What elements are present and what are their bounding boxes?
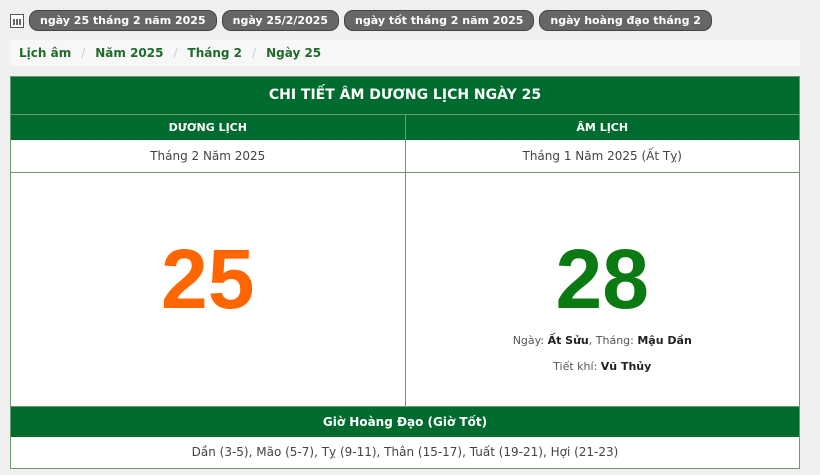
solar-day: 25: [161, 232, 255, 326]
breadcrumb: Lịch âm / Năm 2025/ Tháng 2/ Ngày 25: [10, 40, 800, 66]
solar-month: Tháng 2 Năm 2025: [150, 149, 266, 163]
lunar-day: 28: [555, 232, 649, 326]
breadcrumb-item[interactable]: Tháng 2: [187, 46, 243, 60]
tag-link[interactable]: ngày hoàng đạo tháng 2: [539, 10, 712, 31]
calendar-icon: [10, 13, 24, 28]
solar-header: DƯƠNG LỊCH: [168, 121, 247, 134]
tag-link[interactable]: ngày 25/2/2025: [221, 10, 340, 31]
table-title: CHI TIẾT ÂM DƯƠNG LỊCH NGÀY 25: [11, 77, 799, 114]
breadcrumb-item[interactable]: Ngày 25: [266, 46, 322, 60]
breadcrumb-item[interactable]: Lịch âm: [19, 46, 72, 60]
calendar-detail-table: CHI TIẾT ÂM DƯƠNG LỊCH NGÀY 25 DƯƠNG LỊC…: [10, 76, 800, 469]
lunar-month: Tháng 1 Năm 2025 (Ất Tỵ): [404, 140, 800, 172]
gio-hoang-dao-list: Dần (3-5), Mão (5-7), Tỵ (9-11), Thân (1…: [191, 445, 619, 459]
lunar-header: ÂM LỊCH: [404, 115, 800, 140]
tag-link[interactable]: ngày 25 tháng 2 năm 2025: [29, 10, 217, 31]
gio-hoang-dao-header: Giờ Hoàng Đạo (Giờ Tốt): [11, 406, 799, 437]
breadcrumb-item[interactable]: Năm 2025: [95, 46, 164, 60]
tag-bar: ngày 25 tháng 2 năm 2025 ngày 25/2/2025 …: [10, 10, 712, 31]
tag-link[interactable]: ngày tốt tháng 2 năm 2025: [344, 10, 535, 31]
can-chi: Ngày: Ất Sửu, Tháng: Mậu Dần: [512, 334, 692, 347]
tiet-khi: Tiết khí: Vũ Thủy: [553, 360, 652, 373]
